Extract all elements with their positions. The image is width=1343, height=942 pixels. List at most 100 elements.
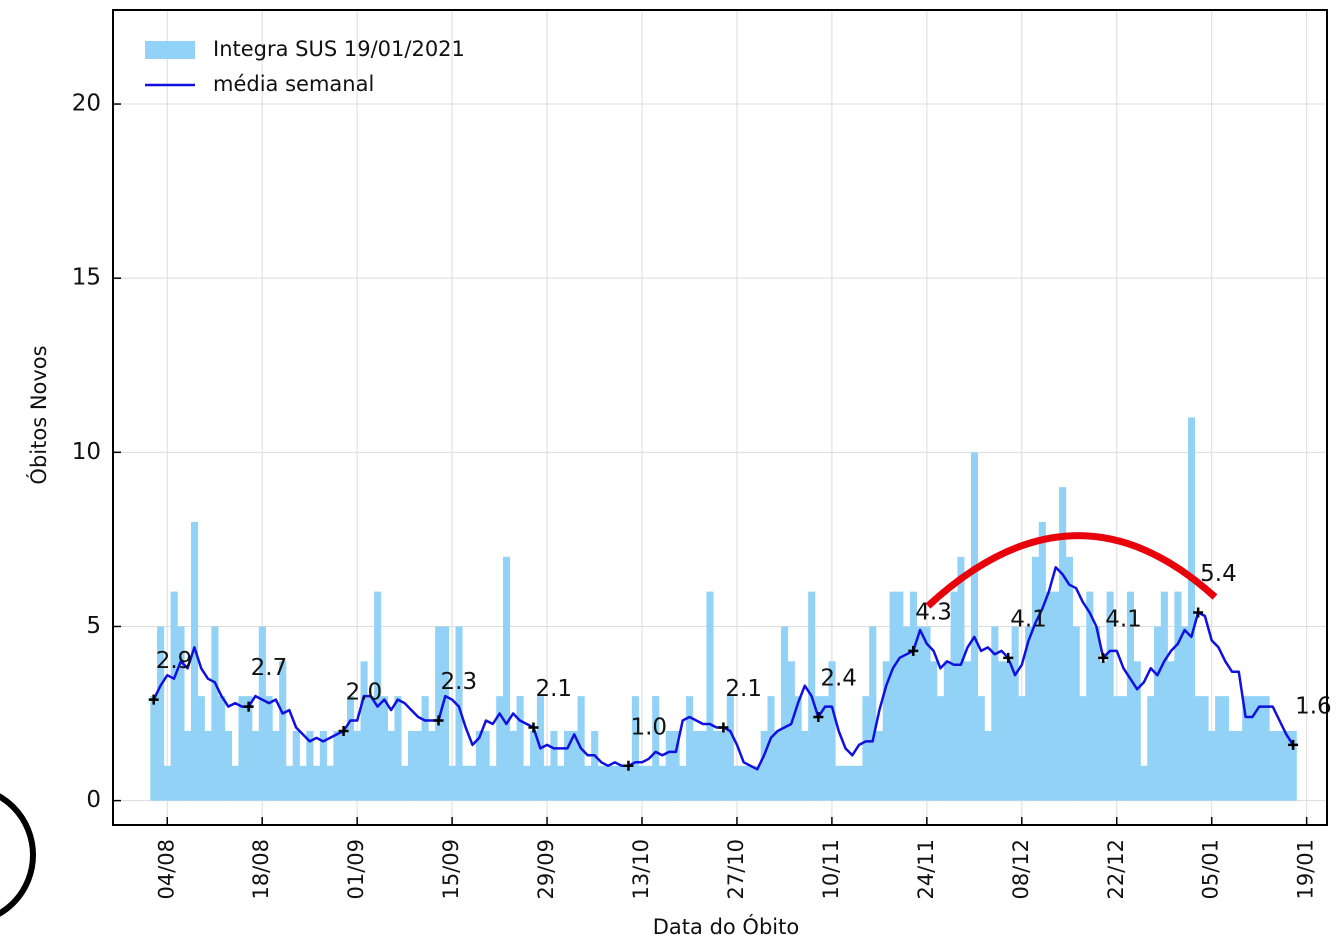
bar (1086, 591, 1094, 801)
bar (408, 730, 416, 801)
y-tick-label: 5 (86, 613, 101, 639)
data-label: 2.0 (346, 679, 383, 705)
legend-label: Integra SUS 19/01/2021 (213, 37, 465, 61)
bar (774, 730, 782, 801)
x-tick-label: 04/08 (154, 839, 178, 900)
bar (916, 626, 924, 801)
bar (970, 452, 979, 801)
bar (903, 626, 911, 801)
data-label: 2.4 (820, 666, 857, 692)
bar (150, 696, 158, 801)
bar (1140, 765, 1148, 801)
bar (821, 696, 829, 801)
data-label: 2.1 (535, 676, 572, 702)
bar (896, 591, 904, 801)
bar (245, 696, 253, 801)
bar (1201, 696, 1209, 801)
bar (340, 730, 348, 801)
marker (243, 701, 254, 712)
bar (631, 696, 639, 801)
bar (862, 696, 870, 801)
bar (679, 765, 687, 801)
bar (1228, 730, 1236, 801)
bar (597, 765, 606, 801)
axes-frame (112, 9, 1328, 826)
legend-swatch (145, 41, 195, 59)
bar (435, 626, 443, 801)
x-tick-label: 05/01 (1199, 839, 1223, 900)
bar (1133, 661, 1141, 801)
bar (170, 591, 178, 801)
bar (794, 696, 802, 801)
marker (148, 694, 159, 705)
bar (855, 765, 863, 801)
bar (163, 765, 171, 801)
bar (313, 765, 321, 801)
circle-mark (0, 793, 36, 917)
bar (1269, 730, 1277, 801)
y-tick-label: 20 (72, 91, 101, 117)
bar (964, 661, 972, 801)
bar (835, 765, 843, 801)
bar (937, 696, 945, 801)
bar (374, 591, 382, 801)
marker (1193, 607, 1204, 618)
bar (645, 765, 653, 801)
bar (584, 765, 592, 801)
bar (570, 730, 578, 801)
x-tick-label: 01/09 (344, 839, 368, 900)
marker (433, 715, 444, 726)
bar (1282, 730, 1290, 801)
x-tick-label: 13/10 (629, 839, 653, 900)
bar (204, 730, 212, 801)
bar (1106, 591, 1114, 801)
bar (1160, 591, 1168, 801)
bar (692, 730, 700, 801)
x-tick-label: 22/12 (1104, 839, 1128, 900)
data-label: 4.1 (1105, 606, 1142, 632)
bar (265, 696, 273, 801)
x-tick-label: 10/11 (819, 839, 843, 900)
bar (252, 730, 260, 801)
bar (455, 626, 463, 801)
bar (387, 730, 395, 801)
bar (1099, 661, 1107, 801)
bar (448, 765, 456, 801)
data-label: 2.3 (441, 669, 478, 695)
data-label: 5.4 (1200, 561, 1237, 587)
bar (686, 696, 694, 801)
bar (367, 696, 375, 801)
plot-area: 2.9 2.72.0 2.3 2.11.02.1 2.44.3 4.1 4.15.41.6 (113, 10, 1332, 825)
bar (1154, 626, 1162, 801)
bar (1079, 696, 1087, 801)
bar (292, 730, 300, 801)
bar (842, 765, 850, 801)
bar (1052, 591, 1060, 801)
bar (1174, 591, 1182, 801)
data-label: 1.0 (630, 714, 667, 740)
bar (943, 661, 951, 801)
bar (977, 696, 985, 801)
bar (1018, 696, 1026, 801)
bar (1215, 696, 1223, 801)
bar (828, 661, 836, 801)
bar (496, 696, 504, 801)
x-tick-label: 15/09 (439, 839, 463, 900)
bar (747, 765, 755, 801)
bar (543, 765, 551, 801)
marker (718, 722, 729, 733)
bar (462, 765, 470, 801)
bar (184, 730, 192, 801)
bar (197, 696, 205, 801)
bar (523, 765, 531, 801)
bar (482, 730, 490, 801)
bar (625, 765, 633, 801)
bar (930, 661, 938, 801)
x-tick-label: 08/12 (1009, 839, 1033, 900)
bar (557, 765, 565, 801)
x-tick-label: 27/10 (724, 839, 748, 900)
bar (1235, 730, 1243, 801)
y-tick-label: 15 (72, 265, 101, 291)
bar (740, 765, 748, 801)
bar (991, 626, 999, 801)
